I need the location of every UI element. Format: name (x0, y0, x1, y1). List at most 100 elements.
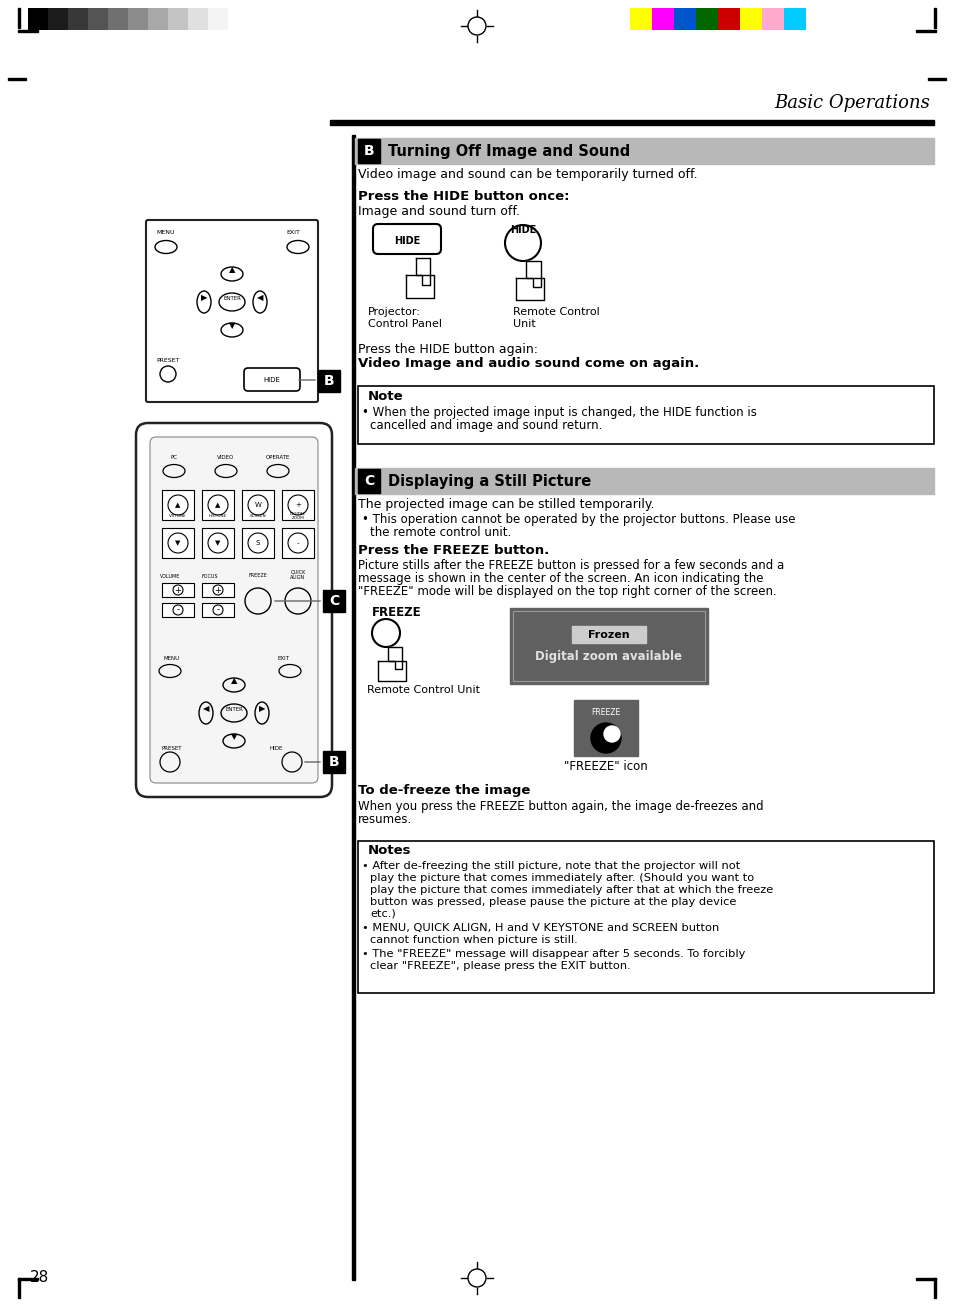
Text: Basic Operations: Basic Operations (773, 95, 929, 112)
Text: ▼: ▼ (175, 540, 180, 546)
Bar (18, 1278, 20, 1299)
Bar (18, 30, 38, 32)
Text: • After de-freezing the still picture, note that the projector will not: • After de-freezing the still picture, n… (361, 861, 740, 871)
Bar (357, 139, 379, 163)
Bar (933, 1278, 935, 1299)
Bar (740, 8, 761, 30)
Polygon shape (525, 261, 540, 288)
Circle shape (590, 723, 620, 752)
Bar (783, 8, 805, 30)
Bar (761, 8, 783, 30)
Text: To de-freeze the image: To de-freeze the image (357, 784, 530, 797)
Text: ▼: ▼ (229, 322, 235, 331)
Bar (208, 8, 228, 30)
Polygon shape (406, 274, 434, 298)
Bar (68, 8, 88, 30)
Text: +: + (214, 586, 221, 595)
Text: FREEZE: FREEZE (249, 572, 267, 578)
Text: B: B (363, 144, 374, 158)
Text: "FREEZE" mode will be displayed on the top right corner of the screen.: "FREEZE" mode will be displayed on the t… (357, 586, 776, 597)
Text: C: C (329, 593, 338, 608)
Text: cancelled and image and sound return.: cancelled and image and sound return. (370, 419, 601, 432)
Text: Remote Control Unit: Remote Control Unit (367, 685, 479, 695)
Text: FREEZE: FREEZE (591, 708, 620, 717)
Text: W: W (254, 502, 261, 508)
Text: Control Panel: Control Panel (368, 319, 441, 330)
Text: QUICK
ALIGN: QUICK ALIGN (290, 570, 305, 580)
Text: VIDEO: VIDEO (217, 456, 234, 460)
Text: Image and sound turn off.: Image and sound turn off. (357, 205, 519, 218)
Text: C: C (363, 474, 374, 488)
Text: MENU: MENU (164, 656, 180, 660)
Text: Notes: Notes (368, 844, 411, 857)
Polygon shape (416, 257, 430, 285)
Text: • MENU, QUICK ALIGN, H and V KEYSTONE and SCREEN button: • MENU, QUICK ALIGN, H and V KEYSTONE an… (361, 923, 719, 934)
Bar (128, 8, 148, 30)
FancyBboxPatch shape (373, 225, 440, 253)
Text: DIGITAL
ZOOM: DIGITAL ZOOM (290, 512, 306, 520)
Text: -: - (216, 605, 219, 614)
Text: ◀: ◀ (256, 294, 263, 302)
Bar (202, 603, 233, 617)
Text: B: B (323, 374, 334, 389)
Text: Unit: Unit (513, 319, 536, 330)
Bar (629, 8, 651, 30)
FancyBboxPatch shape (244, 368, 299, 391)
Bar (28, 8, 48, 30)
Text: -: - (176, 605, 179, 614)
Bar (933, 8, 935, 28)
Bar (18, 1278, 38, 1280)
Text: Press the HIDE button once:: Press the HIDE button once: (357, 190, 569, 204)
Bar (352, 135, 355, 1280)
Bar (88, 8, 108, 30)
Text: button was pressed, please pause the picture at the play device: button was pressed, please pause the pic… (370, 897, 736, 907)
Bar (202, 490, 233, 520)
Text: S: S (255, 540, 260, 546)
Text: The projected image can be stilled temporarily.: The projected image can be stilled tempo… (357, 498, 654, 511)
Text: +: + (174, 586, 181, 595)
Bar (242, 528, 274, 558)
Text: Turning Off Image and Sound: Turning Off Image and Sound (388, 143, 630, 159)
Bar (202, 583, 233, 597)
Text: +: + (294, 502, 300, 508)
Text: ▶: ▶ (258, 705, 265, 713)
Bar (915, 30, 935, 32)
Text: HIDE: HIDE (394, 236, 419, 246)
Text: play the picture that comes immediately after. (Should you want to: play the picture that comes immediately … (370, 873, 754, 884)
Text: H.STONE: H.STONE (209, 513, 227, 519)
Text: Remote Control: Remote Control (513, 307, 599, 316)
Text: MENU: MENU (156, 230, 174, 235)
Bar (673, 8, 696, 30)
Text: VOLUME: VOLUME (160, 574, 180, 579)
Text: "FREEZE" icon: "FREEZE" icon (563, 760, 647, 773)
Bar (108, 8, 128, 30)
Bar (651, 8, 673, 30)
Bar (927, 77, 945, 80)
Bar (357, 842, 933, 993)
Bar (242, 490, 274, 520)
Bar (48, 8, 68, 30)
Text: • When the projected image input is changed, the HIDE function is: • When the projected image input is chan… (361, 406, 756, 419)
Bar (162, 528, 193, 558)
Bar (162, 603, 193, 617)
Bar (574, 700, 638, 756)
Text: Note: Note (368, 390, 403, 403)
Text: EXIT: EXIT (277, 656, 290, 660)
Text: FREEZE: FREEZE (372, 607, 421, 618)
Text: Press the HIDE button again:: Press the HIDE button again: (357, 343, 537, 356)
Polygon shape (388, 647, 401, 670)
Text: clear "FREEZE", please press the EXIT button.: clear "FREEZE", please press the EXIT bu… (370, 961, 630, 972)
Bar (162, 490, 193, 520)
Text: Frozen: Frozen (588, 630, 629, 639)
Text: message is shown in the center of the screen. An icon indicating the: message is shown in the center of the sc… (357, 572, 762, 586)
Text: SCREEN: SCREEN (250, 513, 266, 519)
Text: ▶: ▶ (200, 294, 207, 302)
Text: FOCUS: FOCUS (201, 574, 218, 579)
Bar (510, 608, 707, 684)
Polygon shape (516, 278, 543, 299)
Bar (355, 138, 933, 164)
Text: PRESET: PRESET (156, 358, 179, 362)
Text: EXIT: EXIT (286, 230, 299, 235)
Bar (915, 1278, 935, 1280)
Text: Video Image and audio sound come on again.: Video Image and audio sound come on agai… (357, 357, 699, 370)
